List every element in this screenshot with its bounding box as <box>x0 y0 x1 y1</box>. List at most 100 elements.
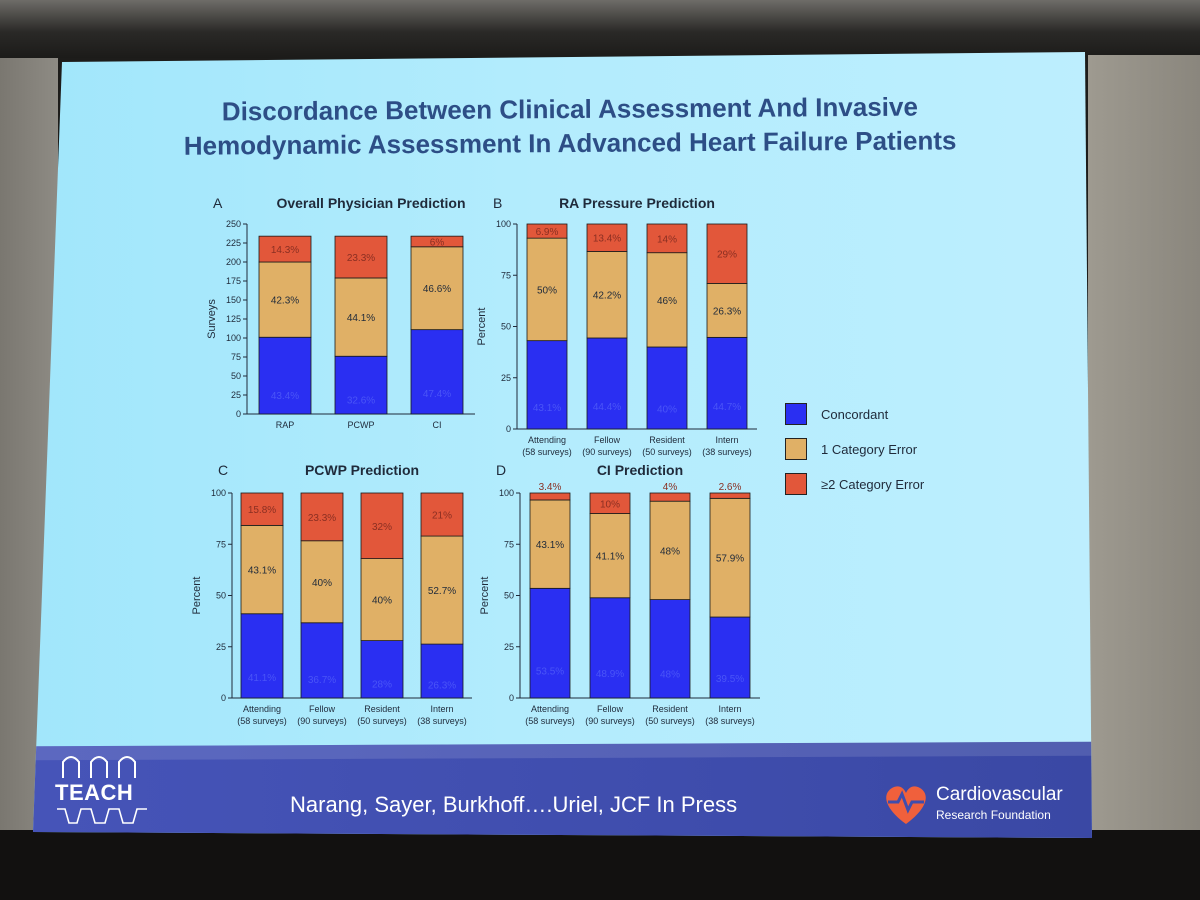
chart-panel-a: A Overall Physician Prediction 0 25 50 75 100 1… <box>206 195 475 430</box>
teach-logo-text: TEACH <box>55 780 134 805</box>
bar-d-1-one-error <box>589 513 631 599</box>
y-tick-label-a-10: 250 <box>226 219 241 229</box>
legend-label-two-error: ≥2 Category Error <box>821 477 925 492</box>
x-tick-sublabel-d-0: (58 surveys) <box>525 716 575 726</box>
bar-b-2-two-error <box>646 223 688 254</box>
crf-subtitle: Research Foundation <box>936 808 1051 822</box>
data-label-b-0-one-error: 50% <box>537 285 557 296</box>
bar-d-0-concordant <box>529 587 571 699</box>
bar-stack-d-0 <box>529 492 571 699</box>
legend-item-concordant: Concordant <box>785 403 985 425</box>
y-tick-label-b-1: 25 <box>501 373 511 383</box>
bar-c-1-two-error <box>300 492 344 542</box>
x-tick-sublabel-c-0: (58 surveys) <box>237 716 287 726</box>
y-tick-label-d-3: 75 <box>504 539 514 549</box>
bar-b-1-concordant <box>586 337 628 430</box>
y-axis-label-b: Percent <box>476 308 488 346</box>
data-label-d-0-two-error: 3.4% <box>539 482 562 493</box>
legend-swatch-one-error <box>785 438 807 460</box>
panel-title-a: Overall Physician Prediction <box>276 195 465 211</box>
panel-letter-a: A <box>213 195 223 211</box>
x-tick-sublabel-d-3: (38 surveys) <box>705 716 755 726</box>
data-label-c-1-two-error: 23.3% <box>308 513 336 524</box>
bar-d-3-two-error <box>709 492 751 499</box>
data-label-a-2-one-error: 46.6% <box>423 284 451 295</box>
bar-c-0-one-error <box>240 524 284 615</box>
x-tick-label-b-3: Intern <box>715 435 738 445</box>
x-tick-sublabel-b-0: (58 surveys) <box>522 447 572 457</box>
y-tick-label-c-4: 100 <box>211 488 226 498</box>
y-tick-label-c-3: 75 <box>216 539 226 549</box>
y-tick-label-c-1: 25 <box>216 642 226 652</box>
bar-stack-c-2 <box>360 492 404 699</box>
data-label-c-2-one-error: 40% <box>372 596 392 607</box>
y-tick-label-c-2: 50 <box>216 591 226 601</box>
data-label-a-0-concordant: 43.4% <box>271 391 299 402</box>
bar-stack-d-1 <box>589 492 631 699</box>
y-tick-label-a-9: 225 <box>226 238 241 248</box>
data-label-a-2-two-error: 6% <box>430 237 445 248</box>
bar-a-0-one-error <box>258 261 312 338</box>
x-tick-sublabel-b-3: (38 surveys) <box>702 447 752 457</box>
y-tick-label-b-3: 75 <box>501 270 511 280</box>
bar-stack-b-0 <box>526 223 568 430</box>
y-tick-label-a-0: 0 <box>236 409 241 419</box>
crf-name: Cardiovascular <box>936 784 1063 805</box>
data-label-a-0-one-error: 42.3% <box>271 296 299 307</box>
data-label-b-0-two-error: 6.9% <box>536 227 559 238</box>
bar-c-3-one-error <box>420 535 464 645</box>
bar-stack-c-0 <box>240 492 284 699</box>
bar-b-3-one-error <box>706 283 748 338</box>
data-label-d-3-two-error: 2.6% <box>719 482 742 493</box>
data-label-d-3-one-error: 57.9% <box>716 554 744 565</box>
data-label-a-1-one-error: 44.1% <box>347 313 375 324</box>
data-label-c-1-concordant: 36.7% <box>308 675 336 686</box>
bar-c-2-two-error <box>360 492 404 559</box>
data-label-b-2-two-error: 14% <box>657 234 677 245</box>
bar-stack-a-2 <box>410 235 464 415</box>
data-label-c-0-concordant: 41.1% <box>248 673 276 684</box>
y-tick-label-b-4: 100 <box>496 219 511 229</box>
panel-letter-c: C <box>218 462 228 478</box>
data-label-b-0-concordant: 43.1% <box>533 403 561 414</box>
data-label-d-2-two-error: 4% <box>663 482 678 493</box>
bar-a-0-concordant <box>258 336 312 415</box>
bar-c-1-concordant <box>300 622 344 699</box>
bar-a-1-one-error <box>334 277 388 357</box>
data-label-a-1-two-error: 23.3% <box>347 253 375 264</box>
slide-title-line-2: Hemodynamic Assessment In Advanced Heart… <box>183 125 957 161</box>
legend-swatch-two-error <box>785 473 807 495</box>
y-tick-label-d-2: 50 <box>504 591 514 601</box>
data-label-a-1-concordant: 32.6% <box>347 396 375 407</box>
bar-d-1-concordant <box>589 597 631 699</box>
x-tick-label-d-0: Attending <box>531 704 569 714</box>
bar-stack-a-0 <box>258 235 312 415</box>
y-tick-label-d-0: 0 <box>509 693 514 703</box>
data-label-a-0-two-error: 14.3% <box>271 245 299 256</box>
bar-a-2-one-error <box>410 246 464 331</box>
data-label-c-3-two-error: 21% <box>432 511 452 522</box>
bar-stack-d-2 <box>649 492 691 699</box>
data-label-d-1-two-error: 10% <box>600 499 620 510</box>
bar-a-2-concordant <box>410 329 464 415</box>
data-label-c-0-one-error: 43.1% <box>248 566 276 577</box>
data-label-c-2-concordant: 28% <box>372 680 392 691</box>
data-label-c-2-two-error: 32% <box>372 522 392 533</box>
x-tick-label-c-3: Intern <box>430 704 453 714</box>
x-tick-sublabel-d-2: (50 surveys) <box>645 716 695 726</box>
bar-d-3-one-error <box>709 497 751 618</box>
y-tick-label-a-8: 200 <box>226 257 241 267</box>
bar-stack-b-1 <box>586 223 628 430</box>
x-tick-label-c-1: Fellow <box>309 704 336 714</box>
y-tick-label-b-2: 50 <box>501 322 511 332</box>
data-label-b-2-concordant: 40% <box>657 405 677 416</box>
legend-label-concordant: Concordant <box>821 407 889 422</box>
data-label-b-3-concordant: 44.7% <box>713 402 741 413</box>
teach-pulse-icon <box>57 808 147 824</box>
data-label-b-2-one-error: 46% <box>657 296 677 307</box>
bar-a-0-two-error <box>258 235 312 263</box>
x-tick-sublabel-b-2: (50 surveys) <box>642 447 692 457</box>
bar-d-0-one-error <box>529 499 571 589</box>
y-tick-label-a-5: 125 <box>226 314 241 324</box>
